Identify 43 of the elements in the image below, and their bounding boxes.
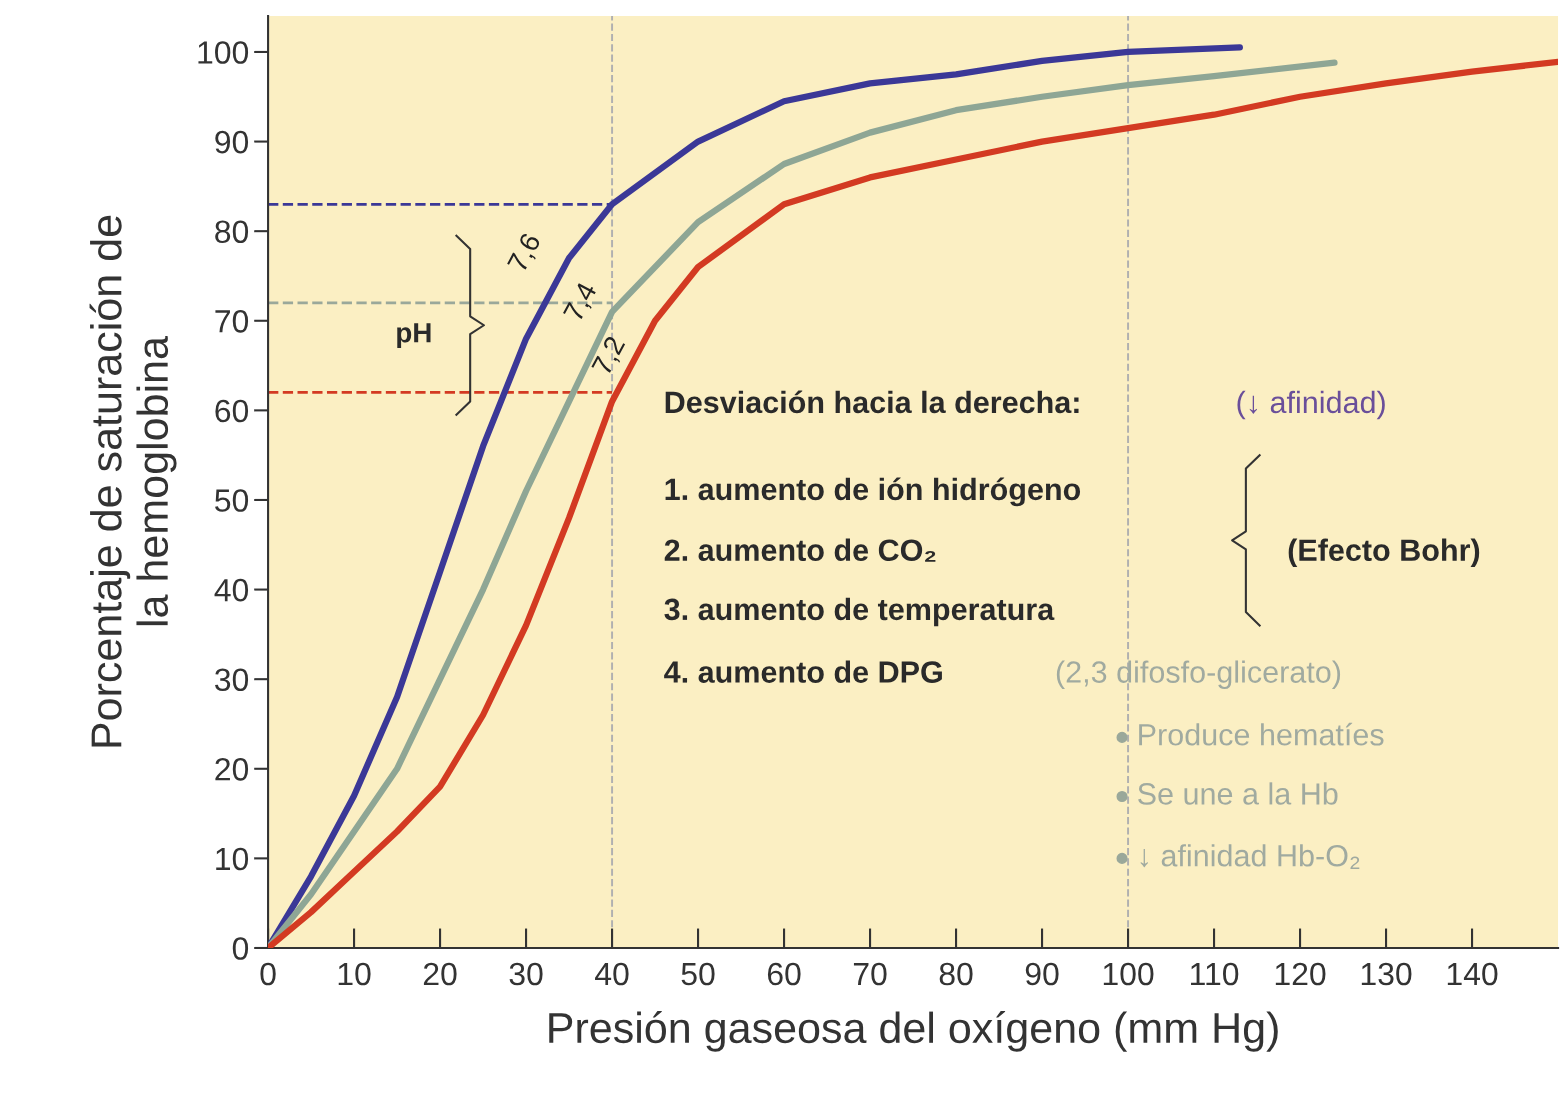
y-tick-label: 60 xyxy=(215,399,249,423)
y-tick-label: 50 xyxy=(215,489,249,512)
y-tick-label: 100 xyxy=(198,41,249,64)
y-tick-label: 70 xyxy=(215,310,249,333)
x-tick-label: 20 xyxy=(423,962,457,986)
x-tick-label: 70 xyxy=(853,962,887,986)
x-axis-title: Presión gaseosa del oxígeno (mm Hg) xyxy=(549,1011,1278,1052)
annotation: pH xyxy=(397,323,431,349)
y-tick-label: 90 xyxy=(215,130,249,154)
x-tick-label: 60 xyxy=(767,962,801,986)
y-axis-title: Porcentaje de saturación de la hemoglobina xyxy=(89,215,177,747)
x-tick-label: 90 xyxy=(1025,962,1059,986)
annotation: Produce hematíes xyxy=(1139,722,1384,746)
y-tick-label: 30 xyxy=(215,668,249,692)
y-tick-label: 40 xyxy=(214,578,249,602)
x-tick-label: 120 xyxy=(1275,962,1326,986)
annotation: Desviación hacia la derecha: xyxy=(665,390,1079,414)
x-tick-label: 50 xyxy=(681,962,715,986)
y-tick-label: 80 xyxy=(215,220,249,244)
text: 7,2 xyxy=(591,335,629,378)
annotation: 4. aumento de DPG xyxy=(664,660,942,683)
x-tick-label: 0 xyxy=(260,962,276,986)
y-tick-label: 20 xyxy=(215,758,249,781)
x-tick-label: 100 xyxy=(1103,962,1154,986)
y-tick-label: 10 xyxy=(216,847,249,871)
annotation: (Efecto Bohr) xyxy=(1288,538,1480,568)
annotation: ↓ afinidad Hb-O₂ xyxy=(1140,844,1360,869)
x-tick-label: 140 xyxy=(1447,962,1498,986)
x-tick-label: 30 xyxy=(509,962,543,986)
text: 7,6 xyxy=(506,231,545,275)
annotation: 3. aumento de temperatura xyxy=(664,597,1055,627)
text: 7,4 xyxy=(563,280,601,324)
x-tick-label: 130 xyxy=(1361,962,1412,986)
annotation: 1. aumento de ión hidrógeno xyxy=(665,477,1081,507)
x-tick-label: 110 xyxy=(1191,962,1239,986)
annotation: 2. aumento de CO₂ xyxy=(664,538,936,562)
y-tick-label: 0 xyxy=(232,937,249,960)
x-tick-label: 80 xyxy=(939,962,973,986)
annotation: Se une a la Hb xyxy=(1138,782,1338,805)
x-tick-label: 40 xyxy=(595,962,629,986)
annotation: (↓ afinidad) xyxy=(1237,390,1385,420)
x-tick-label: 10 xyxy=(338,962,371,986)
annotation: (2,3 difosfo-glicerato) xyxy=(1056,660,1341,689)
